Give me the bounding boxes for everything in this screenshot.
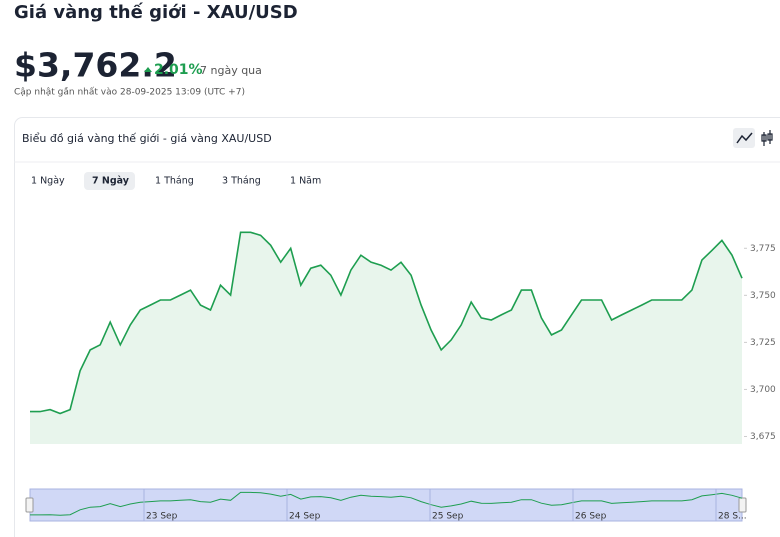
y-tick-label: 3,775 (750, 244, 776, 254)
tab[interactable]: 1 Ngày (31, 176, 65, 187)
tab[interactable]: 1 Tháng (155, 176, 194, 187)
page-title: Giá vàng thế giới - XAU/USD (14, 2, 298, 23)
nav-label: 25 Sep (432, 512, 464, 522)
nav-label: 28 S... (718, 512, 747, 522)
active-tab-bg (84, 172, 135, 190)
tab[interactable]: 7 Ngày (92, 176, 130, 187)
card (14, 117, 780, 537)
y-tick-label: 3,700 (750, 385, 776, 395)
line-icon (736, 132, 753, 144)
area (30, 232, 742, 444)
nav-label: 26 Sep (575, 512, 607, 522)
navigator-line (30, 491, 743, 516)
up-arrow (144, 67, 152, 72)
price: $3,762.2 (14, 46, 177, 85)
nav-label: 24 Sep (289, 512, 321, 522)
chart-title: Biểu đồ giá vàng thế giới - giá vàng XAU… (22, 132, 272, 145)
nav-handle[interactable] (738, 497, 747, 513)
period: 7 ngày qua (200, 64, 262, 77)
price-line (30, 231, 743, 415)
tab[interactable]: 3 Tháng (222, 176, 261, 187)
nav-label: 23 Sep (146, 512, 178, 522)
navigator[interactable] (29, 488, 743, 522)
y-tick-label: 3,750 (750, 291, 776, 301)
y-tick-label: 3,675 (750, 432, 776, 442)
change: 2.01% (154, 62, 203, 78)
y-tick-label: 3,725 (750, 338, 776, 348)
candle-icon[interactable] (761, 130, 773, 146)
nav-handle[interactable] (25, 497, 34, 513)
tab[interactable]: 1 Năm (290, 176, 321, 187)
updated: Cập nhật gần nhất vào 28-09-2025 13:09 (… (14, 87, 245, 98)
